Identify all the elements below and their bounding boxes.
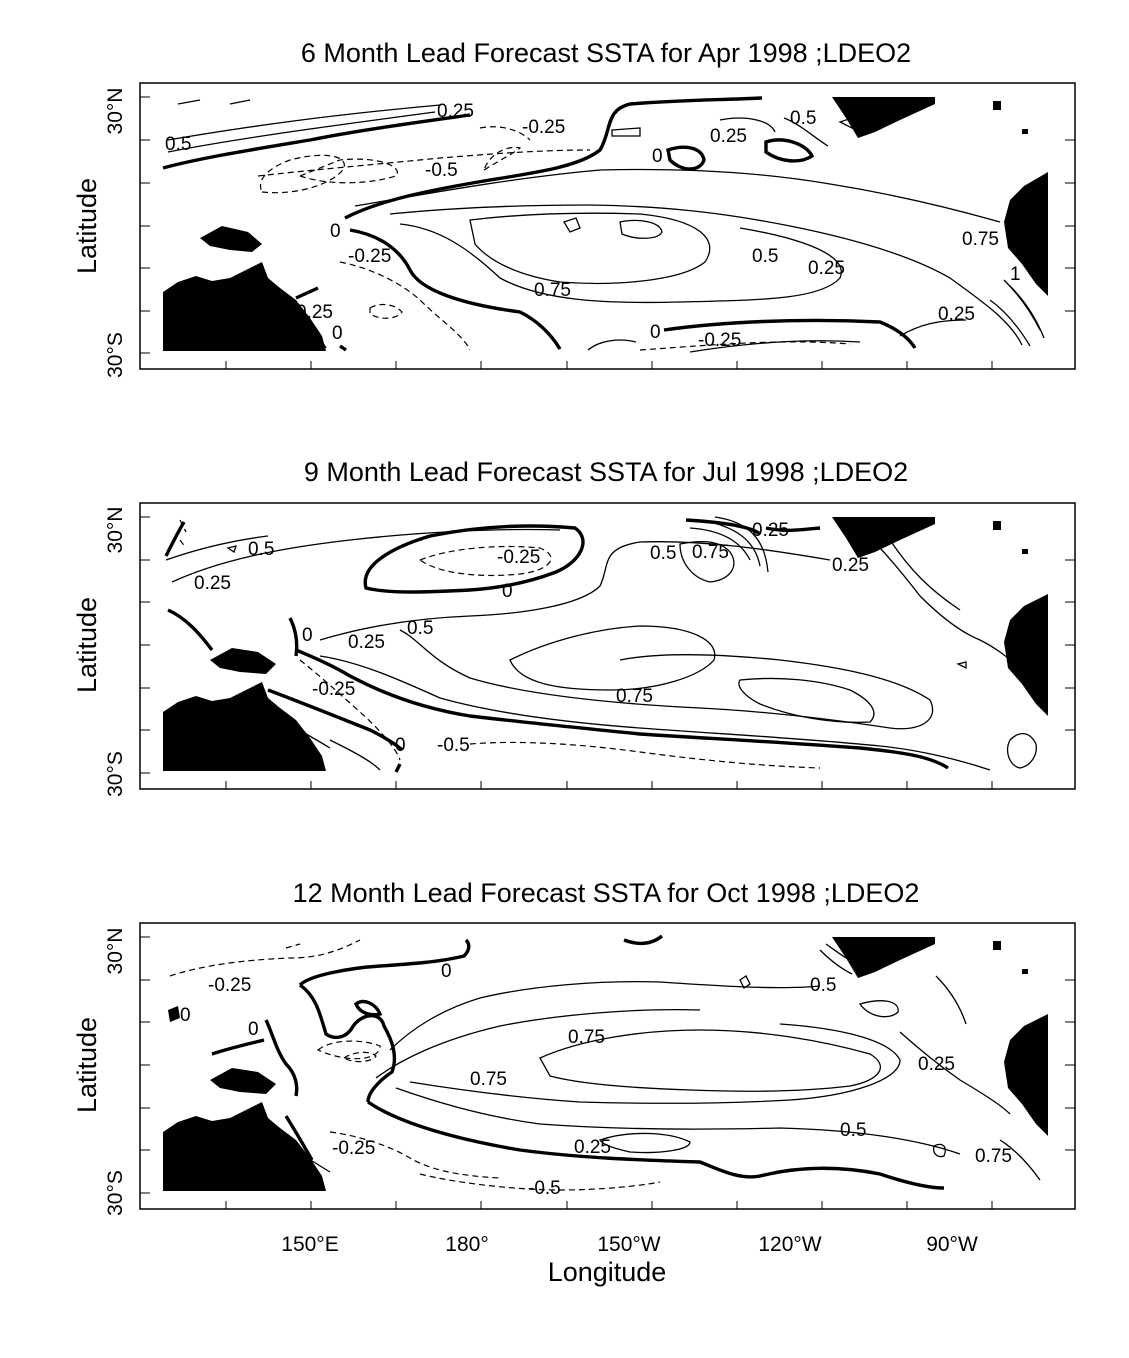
panel-apr-contours-dashed bbox=[257, 126, 851, 351]
panel-apr-contour-label-11: 0.25 bbox=[808, 258, 845, 279]
panel-jul-contour-label-12: 0.75 bbox=[616, 686, 653, 707]
panel-oct-title: 12 Month Lead Forecast SSTA for Oct 1998… bbox=[293, 878, 920, 908]
xtick-90w: 90°W bbox=[926, 1233, 978, 1256]
panel-apr-title: 6 Month Lead Forecast SSTA for Apr 1998 … bbox=[301, 38, 911, 68]
panel-apr-contour-label-9: 0.5 bbox=[752, 246, 778, 267]
panel-jul-ticks bbox=[140, 516, 1075, 789]
panel-jul-contour-labels: 0.5 0.25 -0.25 0 0.5 0.75 0.25 0.25 0 0.… bbox=[194, 520, 869, 756]
panel-oct-contour-label-3: 0 bbox=[248, 1019, 259, 1040]
panel-jul-contour-label-0: 0.5 bbox=[248, 539, 274, 560]
panel-oct-ytick-north: 30°N bbox=[104, 928, 127, 975]
panel-oct: 12 Month Lead Forecast SSTA for Oct 1998… bbox=[72, 878, 1076, 1216]
panel-jul-frame bbox=[139, 502, 1076, 790]
xtick-150e: 150°E bbox=[281, 1233, 338, 1256]
panel-jul-ytick-north: 30°N bbox=[104, 507, 127, 554]
panel-jul-contour-label-7: 0.25 bbox=[832, 555, 869, 576]
panel-apr-contour-label-18: 0.25 bbox=[296, 302, 333, 323]
panel-apr: 6 Month Lead Forecast SSTA for Apr 1998 … bbox=[72, 38, 1076, 378]
panel-apr-contour-label-0: 0.25 bbox=[437, 101, 474, 122]
panel-oct-contour-label-6: 0.5 bbox=[810, 975, 836, 996]
xtick-150w: 150°W bbox=[597, 1233, 660, 1256]
panel-jul-contour-label-13: 0 bbox=[395, 735, 406, 756]
panel-jul-contour-label-8: 0 bbox=[302, 625, 313, 646]
panel-jul-land bbox=[163, 517, 1048, 771]
panel-apr-contour-label-17: -0.25 bbox=[698, 330, 741, 351]
panel-jul-title: 9 Month Lead Forecast SSTA for Jul 1998 … bbox=[304, 457, 908, 487]
panel-oct-contour-label-1: -0.25 bbox=[208, 975, 251, 996]
panel-jul-contour-label-5: 0.75 bbox=[692, 542, 729, 563]
panel-apr-contour-label-13: 1 bbox=[1010, 264, 1021, 285]
panel-apr-contour-label-16: 0 bbox=[332, 323, 343, 344]
panel-apr-contour-label-6: -0.5 bbox=[425, 160, 458, 181]
panel-jul-contour-label-9: 0.25 bbox=[348, 632, 385, 653]
panel-jul-contour-label-10: 0.5 bbox=[407, 618, 433, 639]
panel-apr-contour-label-3: 0.25 bbox=[710, 126, 747, 147]
panel-apr-contour-label-5: 0 bbox=[652, 146, 663, 167]
panel-apr-contour-label-7: 0 bbox=[330, 221, 341, 242]
panel-apr-contour-label-15: 0 bbox=[650, 322, 661, 343]
panel-oct-contour-label-2: 0 bbox=[180, 1005, 191, 1026]
panel-apr-contour-labels: 0.25 -0.25 0.5 0.25 0.5 0 -0.5 0 -0.25 0… bbox=[165, 101, 1021, 351]
panel-oct-land bbox=[163, 937, 1048, 1191]
panel-jul-contour-label-3: 0 bbox=[502, 581, 513, 602]
panel-jul-ytick-south: 30°S bbox=[104, 751, 127, 797]
panel-apr-contour-label-8: -0.25 bbox=[348, 246, 391, 267]
panel-apr-contour-label-14: 0.25 bbox=[938, 304, 975, 325]
panel-oct-frame bbox=[139, 922, 1076, 1210]
panel-oct-contour-label-9: -0.25 bbox=[332, 1138, 375, 1159]
panel-apr-contours-solid bbox=[167, 99, 1045, 353]
panel-apr-contours-zero bbox=[162, 96, 917, 352]
panel-oct-ylabel: Latitude bbox=[72, 1017, 102, 1113]
xtick-120w: 120°W bbox=[758, 1233, 821, 1256]
panel-apr-ticks bbox=[140, 96, 1075, 369]
panel-jul-contours-dashed bbox=[179, 519, 821, 769]
panel-apr-contour-label-2: 0.5 bbox=[165, 134, 191, 155]
panel-jul-contour-label-4: 0.5 bbox=[650, 543, 676, 564]
panel-jul-ylabel: Latitude bbox=[72, 597, 102, 693]
panel-oct-ytick-south: 30°S bbox=[104, 1170, 127, 1216]
panel-oct-contour-label-0: 0 bbox=[441, 961, 452, 982]
x-axis-label: Longitude bbox=[548, 1257, 667, 1287]
panel-jul-contour-label-2: -0.25 bbox=[497, 547, 540, 568]
panel-apr-ylabel: Latitude bbox=[72, 178, 102, 274]
panel-jul-contour-label-1: 0.25 bbox=[194, 573, 231, 594]
panel-oct-contour-labels: 0 -0.25 0 0 0.75 0.75 0.5 0.25 0.5 -0.25… bbox=[180, 961, 1012, 1199]
panel-oct-contour-label-12: 0.75 bbox=[975, 1146, 1012, 1167]
panel-apr-contour-label-4: 0.5 bbox=[790, 108, 816, 129]
panel-jul-contours-zero bbox=[164, 518, 949, 773]
panel-apr-ytick-south: 30°S bbox=[104, 332, 127, 378]
panel-oct-contour-label-10: 0.25 bbox=[574, 1137, 611, 1158]
panel-jul-contour-label-11: -0.25 bbox=[312, 679, 355, 700]
xtick-180: 180° bbox=[445, 1233, 488, 1256]
panel-oct-contours-dashed bbox=[169, 939, 661, 1191]
panel-oct-contour-label-11: -0.5 bbox=[528, 1178, 561, 1199]
panel-apr-contour-label-1: -0.25 bbox=[522, 117, 565, 138]
panel-apr-ytick-north: 30°N bbox=[104, 88, 127, 135]
panel-oct-ticks bbox=[140, 936, 1075, 1209]
x-axis: 150°E 180° 150°W 120°W 90°W Longitude bbox=[281, 1233, 978, 1287]
panel-oct-contour-label-5: 0.75 bbox=[470, 1069, 507, 1090]
panel-oct-contour-label-4: 0.75 bbox=[568, 1027, 605, 1048]
panel-apr-contour-label-10: 0.75 bbox=[534, 280, 571, 301]
panel-oct-contour-label-8: 0.5 bbox=[840, 1120, 866, 1141]
panel-apr-land bbox=[163, 97, 1048, 351]
panel-jul-contour-label-14: -0.5 bbox=[437, 735, 470, 756]
panel-oct-contours-solid bbox=[267, 943, 1041, 1181]
panel-jul-contour-label-6: 0.25 bbox=[752, 520, 789, 541]
panel-oct-contours-zero bbox=[211, 934, 945, 1190]
panel-apr-contour-label-12: 0.75 bbox=[962, 229, 999, 250]
panel-oct-contour-label-7: 0.25 bbox=[918, 1054, 955, 1075]
panel-jul: 9 Month Lead Forecast SSTA for Jul 1998 … bbox=[72, 457, 1076, 797]
